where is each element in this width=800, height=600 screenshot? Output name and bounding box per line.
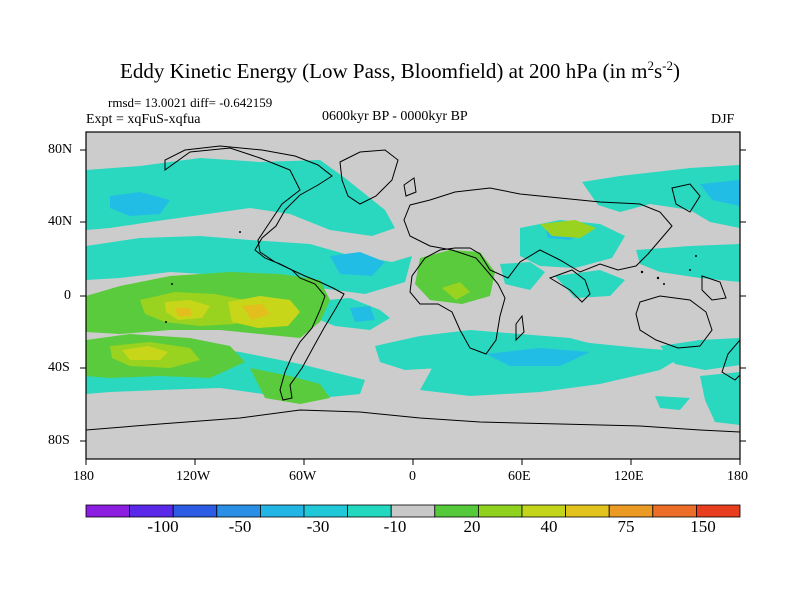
- lat-tick-label: 40S: [48, 360, 70, 375]
- stats-label: rmsd= 13.0021 diff= -0.642159: [108, 95, 273, 110]
- season-label: DJF: [711, 112, 735, 127]
- colorbar-label: -100: [147, 517, 179, 536]
- lat-tick-label: 40N: [48, 214, 73, 229]
- colorbar-swatch: [390, 504, 436, 518]
- colorbar-swatch: [696, 504, 741, 518]
- lon-tick-label: 120E: [614, 469, 644, 484]
- colorbar-swatch: [259, 504, 305, 518]
- colorbar-label: 75: [617, 517, 635, 536]
- colorbar-swatch: [303, 504, 348, 518]
- colorbar-swatch: [172, 504, 218, 518]
- colorbar: [85, 504, 741, 518]
- colorbar-swatch: [129, 504, 174, 518]
- lat-tick-label: 0: [64, 288, 71, 303]
- contour-fill-teal: [86, 158, 740, 425]
- lon-tick-label: 60E: [508, 469, 531, 484]
- map-plot: [86, 132, 740, 459]
- lon-tick-label: 180: [727, 469, 748, 484]
- lat-tick-label: 80N: [48, 142, 73, 157]
- chart-title: Eddy Kinetic Energy (Low Pass, Bloomfiel…: [120, 58, 680, 83]
- colorbar-swatch: [521, 504, 566, 518]
- coast-islands: [165, 231, 697, 323]
- period-label: 0600kyr BP - 0000kyr BP: [322, 109, 468, 124]
- colorbar-swatch: [434, 504, 479, 518]
- colorbar-swatch: [85, 504, 130, 518]
- coastlines: [86, 145, 740, 433]
- experiment-label: Expt = xqFuS-xqfua: [86, 112, 201, 127]
- lon-tick-label: 60W: [289, 469, 317, 484]
- contour-fill-gold: [175, 304, 270, 320]
- lon-tick-label: 120W: [176, 469, 211, 484]
- colorbar-swatch: [477, 504, 523, 518]
- colorbar-swatch: [347, 504, 392, 518]
- colorbar-label: 20: [463, 517, 481, 536]
- colorbar-label: 40: [540, 517, 558, 536]
- lon-tick-marks: [85, 459, 741, 465]
- colorbar-swatch: [608, 504, 654, 518]
- lon-tick-label: 180: [73, 469, 94, 484]
- colorbar-label: -10: [383, 517, 407, 536]
- lon-tick-label: 0: [409, 469, 416, 484]
- lat-tick-marks: [80, 149, 746, 442]
- colorbar-swatch: [216, 504, 261, 518]
- colorbar-label: -50: [228, 517, 252, 536]
- colorbar-label: -30: [306, 517, 330, 536]
- colorbar-swatch: [652, 504, 697, 518]
- colorbar-swatch: [565, 504, 610, 518]
- lat-tick-label: 80S: [48, 433, 70, 448]
- colorbar-label: 150: [690, 517, 716, 536]
